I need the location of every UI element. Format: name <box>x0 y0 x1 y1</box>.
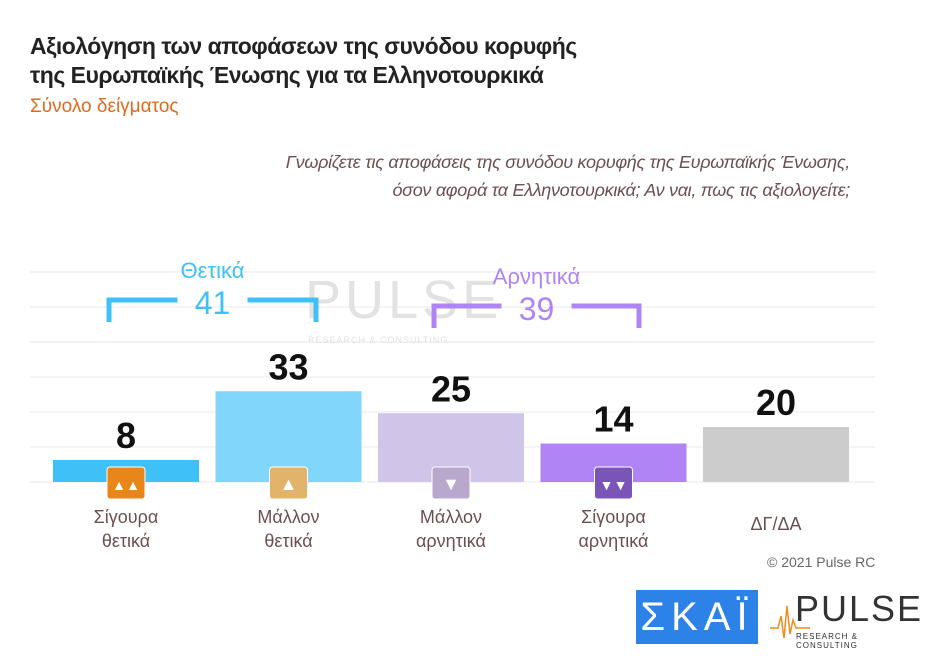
watermark: PULSE <box>305 270 502 330</box>
group-bracket <box>431 303 642 328</box>
category-label: αρνητικά <box>416 531 486 551</box>
pulse-logo-text: PULSE <box>795 588 924 629</box>
data-label: 14 <box>593 399 633 440</box>
category-label: Μάλλον <box>257 507 319 527</box>
double-thumbs-down-icon-glyph: ▼ <box>600 477 614 493</box>
group-total: 39 <box>519 291 555 327</box>
group-label: Θετικά <box>181 258 245 283</box>
data-label: 25 <box>431 368 471 409</box>
category-label: ΔΓ/ΔΑ <box>751 514 802 534</box>
double-thumbs-up-icon-glyph: ▲ <box>126 477 140 493</box>
data-label: 20 <box>756 382 796 423</box>
chart-subtitle: Σύνολο δείγματος <box>30 96 179 117</box>
skai-logo: ΣΚΑΪ <box>636 590 758 644</box>
category-label: θετικά <box>264 531 312 551</box>
question-line-2: όσον αφορά τα Ελληνοτουρκικά; Αν ναι, πω… <box>392 180 850 200</box>
survey-question: Γνωρίζετε τις αποφάσεις της συνόδου κορυ… <box>150 148 851 204</box>
category-label: αρνητικά <box>579 531 649 551</box>
data-label: 8 <box>116 415 136 456</box>
category-label: θετικά <box>102 531 150 551</box>
thumbs-down-icon <box>431 466 471 500</box>
pulse-logo: PULSE RESEARCH & CONSULTING <box>770 588 921 650</box>
chart-title: Αξιολόγηση των αποφάσεων της συνόδου κορ… <box>30 32 577 90</box>
pulse-logo-sub: RESEARCH & CONSULTING <box>796 632 859 650</box>
group-bracket <box>106 297 319 322</box>
category-label: Σίγουρα <box>581 507 646 527</box>
data-label: 33 <box>268 346 308 387</box>
double-thumbs-up-icon-glyph: ▲ <box>112 477 126 493</box>
group-label: Αρνητικά <box>493 264 581 289</box>
double-thumbs-up-icon <box>106 466 146 500</box>
copyright: © 2021 Pulse RC <box>767 554 876 570</box>
title-line-2: της Ευρωπαϊκής Ένωσης για τα Ελληνοτουρκ… <box>30 62 544 88</box>
double-thumbs-down-icon-glyph: ▼ <box>614 477 628 493</box>
thumbs-up-icon <box>269 466 308 500</box>
thumbs-down-icon-glyph: ▼ <box>442 474 460 494</box>
group-total: 41 <box>195 285 231 321</box>
watermark-sub: RESEARCH & CONSULTING <box>308 335 448 345</box>
double-thumbs-down-icon <box>594 466 633 500</box>
category-label: Σίγουρα <box>94 507 159 527</box>
title-line-1: Αξιολόγηση των αποφάσεων της συνόδου κορ… <box>30 33 577 59</box>
thumbs-up-icon-glyph: ▲ <box>280 474 298 494</box>
question-line-1: Γνωρίζετε τις αποφάσεις της συνόδου κορυ… <box>285 152 851 172</box>
category-label: Μάλλον <box>420 507 482 527</box>
bar <box>703 427 849 482</box>
